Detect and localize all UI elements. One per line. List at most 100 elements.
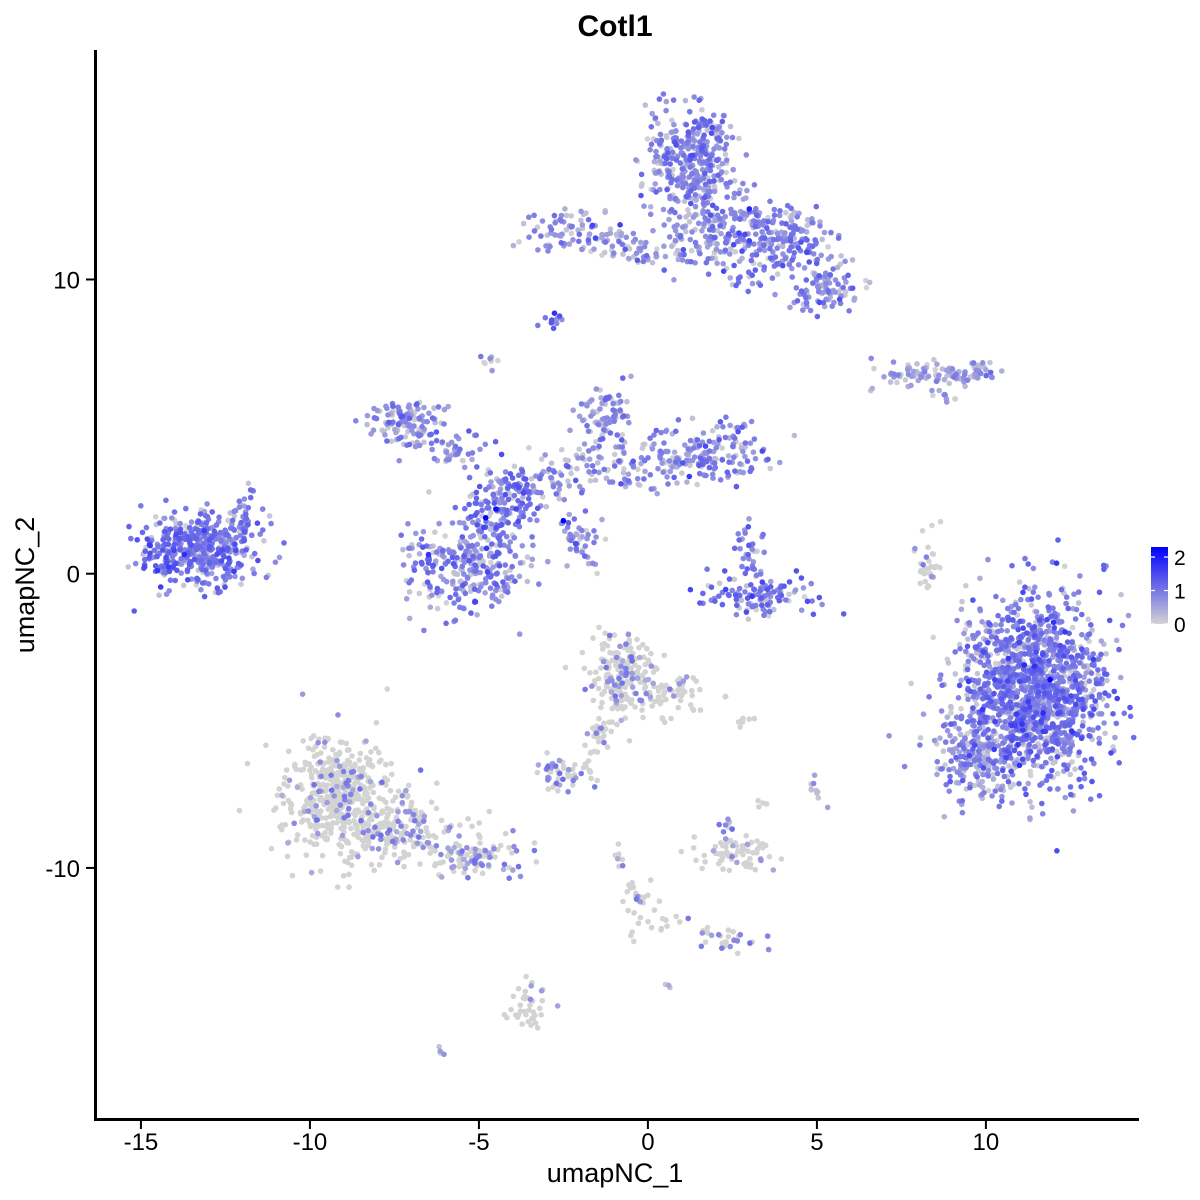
cell-point	[698, 943, 705, 950]
cell-point	[589, 560, 596, 567]
cell-point	[416, 433, 422, 439]
cell-point	[609, 719, 616, 725]
cell-point	[695, 220, 702, 227]
cell-point	[432, 848, 438, 854]
cell-point	[416, 551, 423, 557]
cell-point	[810, 780, 817, 787]
cell-point	[178, 570, 184, 576]
cell-point	[993, 593, 999, 600]
cell-point	[955, 695, 962, 701]
cell-point	[462, 505, 468, 512]
cell-point	[676, 681, 682, 687]
cell-point	[769, 219, 776, 226]
cell-point	[726, 459, 732, 466]
cell-point	[599, 233, 605, 240]
cell-point	[727, 245, 734, 252]
cell-point	[495, 357, 501, 364]
cell-point	[971, 723, 977, 729]
cell-point	[629, 929, 635, 935]
cell-point	[890, 359, 897, 365]
cell-point	[613, 697, 620, 704]
cell-point	[469, 823, 475, 830]
cell-point	[498, 593, 505, 599]
cell-point	[523, 1012, 529, 1018]
cell-point	[1026, 741, 1032, 748]
cell-point	[225, 517, 231, 524]
cell-point	[542, 314, 549, 321]
cell-point	[668, 243, 675, 250]
cell-point	[515, 985, 522, 992]
cell-point	[726, 251, 733, 257]
cell-point	[396, 457, 403, 464]
cell-point	[490, 492, 497, 498]
cell-point	[481, 533, 488, 540]
cell-point	[808, 580, 814, 587]
cell-point	[433, 558, 439, 564]
cell-point	[344, 757, 351, 764]
cell-point	[692, 203, 699, 210]
cell-point	[764, 933, 771, 939]
cell-point	[208, 570, 215, 577]
cell-point	[1075, 589, 1082, 595]
cell-point	[598, 665, 604, 671]
cell-point	[334, 884, 341, 890]
cell-point	[609, 243, 616, 249]
cell-point	[633, 690, 639, 697]
cell-point	[1045, 662, 1052, 668]
cell-point	[929, 522, 935, 529]
cell-point	[492, 596, 499, 603]
cell-point	[631, 938, 637, 945]
cell-point	[517, 1002, 524, 1008]
cell-point	[1060, 678, 1067, 685]
cell-point	[716, 821, 722, 828]
cell-point	[169, 553, 176, 560]
cell-point	[416, 415, 423, 421]
cell-point	[614, 432, 620, 438]
cell-point	[958, 705, 964, 712]
cell-point	[756, 804, 762, 810]
cell-point	[647, 877, 654, 883]
cell-point	[595, 685, 602, 692]
cell-point	[670, 693, 677, 699]
cell-point	[324, 782, 331, 788]
cell-point	[229, 517, 236, 524]
cell-point	[441, 829, 447, 835]
cell-point	[328, 799, 335, 805]
cell-point	[707, 188, 713, 195]
cell-point	[942, 392, 948, 398]
cell-point	[801, 265, 808, 271]
cell-point	[1082, 757, 1088, 763]
cell-point	[511, 535, 517, 541]
cell-point	[946, 747, 953, 753]
cell-point	[729, 134, 736, 141]
cell-point	[757, 261, 763, 268]
cell-point	[545, 777, 551, 783]
cell-point	[416, 590, 423, 597]
cell-point	[834, 264, 841, 271]
cell-point	[611, 250, 617, 256]
cell-point	[944, 727, 951, 734]
cell-point	[538, 489, 544, 496]
cell-point	[501, 861, 508, 868]
cell-point	[731, 194, 737, 201]
cell-point	[712, 843, 719, 850]
cell-point	[348, 791, 354, 798]
cell-point	[300, 766, 307, 773]
cell-point	[545, 248, 551, 254]
cell-point	[457, 822, 463, 828]
cell-point	[1063, 594, 1070, 600]
cell-point	[1033, 701, 1039, 707]
cell-point	[333, 807, 340, 814]
cell-point	[245, 504, 252, 511]
cell-point	[1075, 600, 1082, 606]
cell-point	[679, 470, 685, 476]
cell-point	[334, 820, 340, 826]
cell-point	[748, 466, 755, 472]
cell-point	[938, 708, 945, 714]
cell-point	[477, 840, 483, 846]
cell-point	[1048, 755, 1054, 762]
cell-point	[571, 516, 578, 522]
cell-point	[736, 258, 743, 265]
cell-point	[752, 866, 759, 873]
cell-point	[710, 112, 717, 118]
